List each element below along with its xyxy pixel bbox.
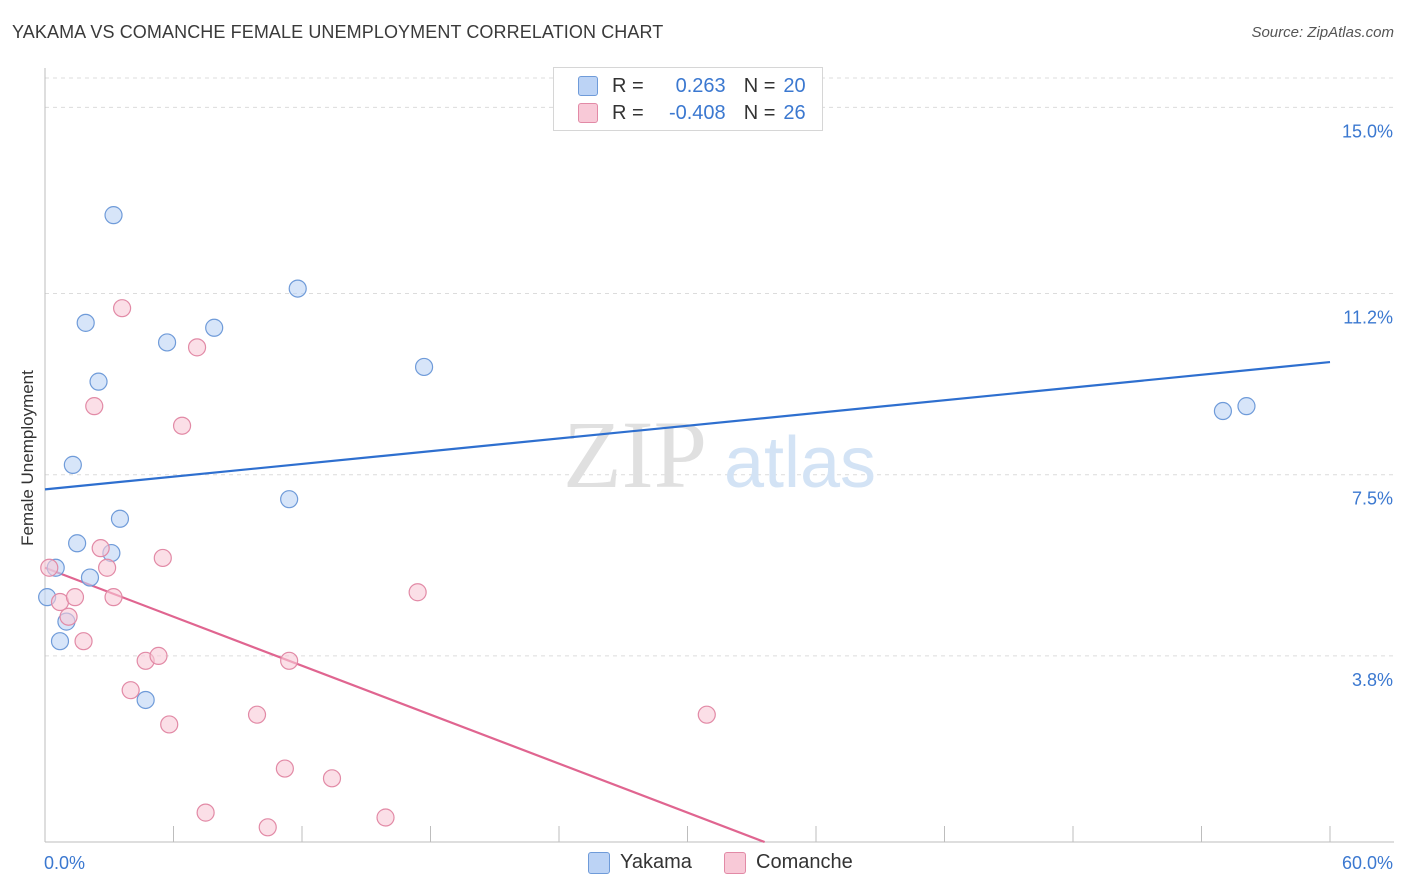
legend-row-comanche: R = -0.408 N = 26 bbox=[578, 101, 806, 125]
r-value: 0.263 bbox=[675, 74, 726, 97]
yakama-swatch-icon bbox=[578, 76, 598, 96]
comanche-swatch-icon bbox=[578, 103, 598, 123]
yakama-point bbox=[110, 509, 130, 528]
comanche-point bbox=[258, 818, 277, 837]
yakama-point bbox=[136, 690, 155, 710]
yakama-point bbox=[104, 206, 123, 225]
trend-lines bbox=[44, 360, 1331, 844]
yakama-point bbox=[89, 372, 108, 391]
r-value: -0.408 bbox=[668, 101, 726, 124]
legend-label-comanche: Comanche bbox=[756, 851, 853, 873]
y-tick-label: 15.0% bbox=[1342, 121, 1393, 141]
legend-row-yakama: R = 0.263 N = 20 bbox=[578, 74, 806, 98]
comanche-point bbox=[196, 803, 215, 822]
data-points bbox=[38, 206, 1256, 837]
r-label: R = bbox=[612, 74, 644, 97]
yakama-point bbox=[63, 455, 82, 474]
yakama-swatch-icon bbox=[588, 851, 610, 874]
comanche-point bbox=[112, 299, 132, 318]
series-legend: Yakama Comanche bbox=[0, 851, 1406, 877]
comanche-point bbox=[74, 632, 93, 651]
n-label: N = bbox=[743, 101, 776, 124]
comanche-point bbox=[91, 539, 110, 558]
comanche-point bbox=[85, 397, 104, 416]
r-label: R = bbox=[612, 101, 644, 124]
comanche-point bbox=[697, 705, 716, 724]
gridlines bbox=[45, 77, 1394, 657]
comanche-point bbox=[160, 715, 179, 734]
yakama-point bbox=[50, 632, 70, 651]
watermark-zip: ZIP bbox=[563, 401, 707, 508]
comanche-point bbox=[121, 681, 140, 700]
y-tick-label: 11.2% bbox=[1343, 307, 1393, 327]
comanche-point bbox=[408, 583, 427, 602]
yakama-point bbox=[68, 534, 87, 553]
legend-item-yakama[interactable]: Yakama bbox=[588, 851, 692, 874]
comanche-point bbox=[172, 416, 192, 435]
comanche-point bbox=[65, 588, 85, 607]
comanche-point bbox=[40, 558, 59, 577]
yakama-point bbox=[1213, 401, 1233, 421]
comanche-swatch-icon bbox=[724, 851, 746, 874]
chart-title: YAKAMA VS COMANCHE FEMALE UNEMPLOYMENT C… bbox=[12, 22, 664, 42]
watermark: ZIP atlas bbox=[563, 401, 876, 508]
comanche-point bbox=[187, 338, 207, 357]
comanche-point bbox=[98, 558, 117, 577]
tick-labels: 15.0% 11.2% 7.5% 3.8% 0.0% 60.0% bbox=[44, 121, 1393, 873]
comanche-point bbox=[149, 646, 168, 665]
yakama-point bbox=[1237, 397, 1256, 416]
n-value: 26 bbox=[783, 101, 806, 124]
comanche-trend-line bbox=[44, 566, 765, 844]
yakama-point bbox=[80, 568, 100, 587]
comanche-point bbox=[50, 592, 70, 612]
axes bbox=[44, 68, 1394, 843]
comanche-point bbox=[59, 607, 78, 626]
comanche-point bbox=[280, 651, 299, 670]
yakama-point bbox=[205, 318, 224, 337]
y-tick-label: 3.8% bbox=[1352, 670, 1393, 690]
x-tick-label: 60.0% bbox=[1342, 853, 1393, 873]
yakama-point bbox=[280, 490, 299, 509]
legend-item-comanche[interactable]: Comanche bbox=[724, 851, 853, 874]
comanche-point bbox=[104, 588, 123, 607]
comanche-point bbox=[275, 759, 294, 778]
comanche-point bbox=[153, 548, 172, 568]
legend-label-yakama: Yakama bbox=[620, 851, 692, 873]
comanche-point bbox=[322, 769, 342, 788]
yakama-point bbox=[76, 313, 95, 332]
yakama-point bbox=[288, 279, 307, 298]
n-value: 20 bbox=[783, 74, 806, 97]
correlation-legend: R = 0.263 N = 20 R = -0.408 N = 26 bbox=[553, 67, 823, 131]
watermark-atlas: atlas bbox=[724, 423, 876, 503]
comanche-point bbox=[247, 705, 267, 724]
source-label: Source: ZipAtlas.com bbox=[1251, 24, 1394, 41]
y-tick-label: 7.5% bbox=[1352, 489, 1393, 509]
yakama-trend-line bbox=[44, 360, 1331, 491]
yakama-point bbox=[414, 357, 434, 377]
comanche-point bbox=[376, 808, 395, 827]
x-tick-label: 0.0% bbox=[44, 853, 85, 873]
yakama-point bbox=[157, 333, 177, 352]
n-label: N = bbox=[743, 74, 776, 97]
